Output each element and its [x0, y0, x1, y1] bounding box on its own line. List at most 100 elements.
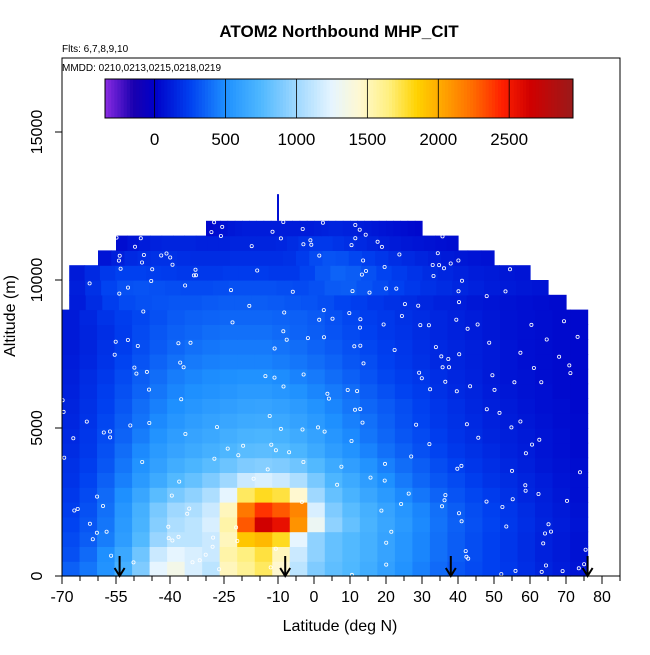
heat-cell [202, 502, 221, 518]
heat-cell [412, 428, 431, 444]
heat-cell [272, 516, 291, 533]
colorbar-segment [569, 79, 574, 118]
heat-cell [252, 235, 265, 251]
heat-cell [132, 368, 151, 385]
colorbar-segment [426, 79, 430, 118]
heat-cell [412, 354, 431, 370]
heat-cell [464, 324, 484, 340]
colorbar-segment [236, 79, 240, 118]
heat-cell [464, 413, 484, 429]
sample-point [114, 235, 119, 240]
heat-cell [202, 428, 221, 444]
heat-cell [378, 235, 391, 251]
sample-point [272, 346, 277, 351]
colorbar-segment [245, 79, 250, 118]
sample-point [381, 322, 386, 327]
colorbar-segment [339, 79, 343, 118]
colorbar-segment [335, 79, 340, 118]
sample-point [251, 476, 256, 481]
sample-point [441, 266, 446, 271]
heat-cell [272, 457, 291, 473]
heat-cell [219, 487, 238, 503]
colorbar-segment [254, 79, 259, 118]
heat-cell [482, 457, 501, 473]
heat-cell [149, 368, 168, 385]
sample-point [402, 302, 407, 307]
heat-cell [500, 324, 519, 340]
heat-cell [464, 516, 484, 533]
x-tick-label: 80 [593, 589, 611, 606]
heat-cell [254, 516, 273, 533]
colorbar-segment [373, 79, 377, 118]
heat-cell [359, 339, 378, 355]
heat-cell [412, 324, 431, 340]
sample-point [544, 337, 549, 342]
heat-cell [317, 294, 335, 311]
heat-cell [552, 502, 571, 518]
heat-cell [116, 235, 128, 251]
heat-cell [251, 294, 269, 311]
heat-cell [161, 235, 174, 251]
heat-cell [429, 383, 449, 399]
heat-cell [284, 265, 301, 281]
sample-point [149, 278, 154, 283]
colorbar-segment [270, 79, 274, 118]
heat-cell [289, 546, 308, 562]
heat-cell [62, 442, 81, 459]
sample-point [317, 317, 322, 322]
sample-point [507, 267, 512, 272]
y-axis: 0 5000 10000 15000 [29, 110, 62, 580]
heat-cell [429, 487, 449, 503]
colorbar-segment [560, 79, 565, 118]
heat-cell [400, 220, 409, 237]
sample-point [117, 291, 122, 296]
heat-cell [454, 250, 469, 266]
heat-cell [167, 487, 186, 503]
heat-cell [79, 502, 98, 518]
heat-cell [468, 265, 485, 281]
heat-cell [429, 398, 449, 414]
sample-point [339, 464, 344, 469]
heat-cell [135, 294, 153, 311]
sample-point [75, 506, 80, 511]
colorbar-segment [532, 79, 537, 118]
sample-point [512, 380, 517, 385]
heat-cell [517, 546, 536, 562]
heat-cell [324, 280, 342, 296]
heat-cell [535, 442, 554, 459]
heat-cell [132, 546, 151, 562]
heat-cell [202, 561, 221, 577]
heat-cell [301, 294, 319, 311]
heat-cell [412, 235, 425, 251]
heat-cell [375, 250, 389, 266]
heat-cell [394, 339, 413, 355]
sample-point [197, 558, 202, 563]
sample-point [565, 498, 570, 503]
heat-cell [436, 280, 453, 296]
heat-cell [167, 546, 186, 562]
heat-cell [202, 383, 221, 399]
heat-cell [429, 428, 449, 444]
heat-cell [500, 428, 519, 444]
heat-cell [307, 502, 326, 518]
colorbar-tick-label: 500 [211, 130, 239, 149]
sample-point [503, 289, 508, 294]
heat-cell [97, 383, 116, 399]
heat-cell [132, 428, 151, 444]
heat-cell [114, 487, 133, 503]
heat-cell [377, 398, 396, 414]
sample-point [490, 373, 495, 378]
heat-cell [237, 428, 256, 444]
heat-cell [464, 546, 484, 562]
heat-cell [79, 368, 98, 385]
heat-cell [184, 398, 203, 414]
colorbar-segment [198, 79, 203, 118]
sample-point [359, 272, 364, 277]
heat-cell [464, 428, 484, 444]
heat-cell [180, 280, 198, 296]
x-tick-label: 10 [341, 589, 359, 606]
heat-cell [535, 413, 554, 429]
heat-cell [254, 487, 273, 503]
heat-cell [441, 250, 455, 266]
heat-cell [97, 561, 116, 577]
